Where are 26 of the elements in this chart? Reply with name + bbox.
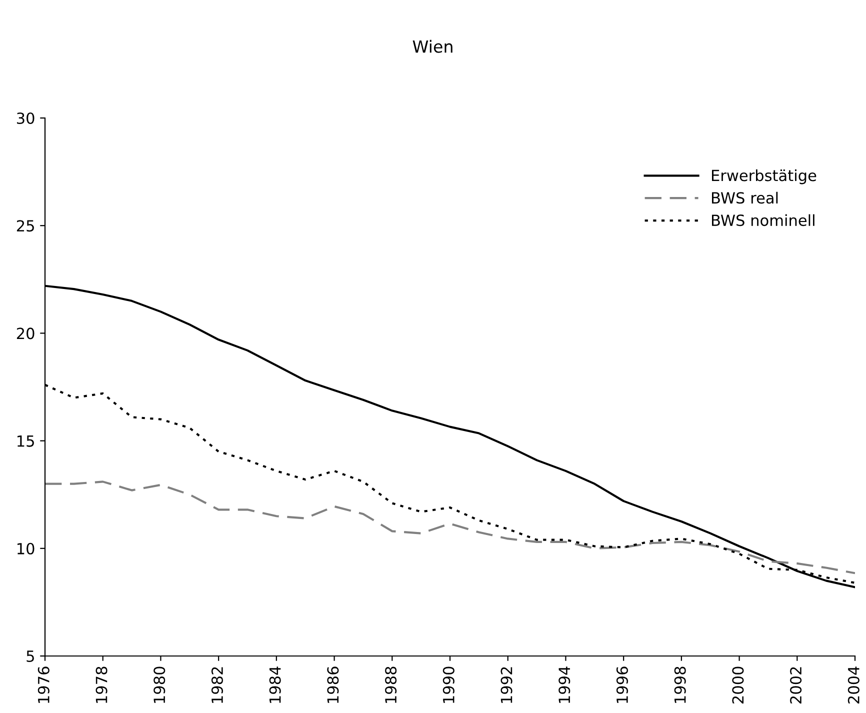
x-tick-label: 2000 [732,666,744,704]
y-tick-label: 10 [18,542,34,554]
x-tick-label: 1976 [38,666,50,703]
y-tick-label: 15 [18,435,34,447]
y-tick-label: 20 [16,328,34,340]
x-tick-label: 1982 [211,667,224,703]
x-tick-label: 1978 [96,666,108,703]
x-tick-label: 1998 [674,666,686,703]
legend-label: Erwerbstätige [712,169,816,184]
chart-title: Wien [412,40,452,53]
x-tick-label: 2004 [848,666,860,704]
y-tick-label: 5 [26,650,34,662]
legend-label: BWS nominell [712,214,814,226]
x-tick-label: 1980 [154,666,166,703]
line-series [45,480,855,574]
x-tick-label: 1992 [500,667,512,703]
x-tick-label: 1986 [327,666,339,703]
legend-label: BWS real [712,192,778,204]
x-tick-label: 1984 [269,666,281,703]
y-tick-label: 30 [17,112,34,124]
y-tick-label: 25 [16,220,34,232]
x-tick-label: 1990 [442,666,454,703]
x-tick-label: 1988 [385,666,397,703]
x-tick-label: 1994 [558,666,570,703]
x-tick-label: 1996 [616,666,628,703]
x-tick-label: 2002 [790,667,802,704]
